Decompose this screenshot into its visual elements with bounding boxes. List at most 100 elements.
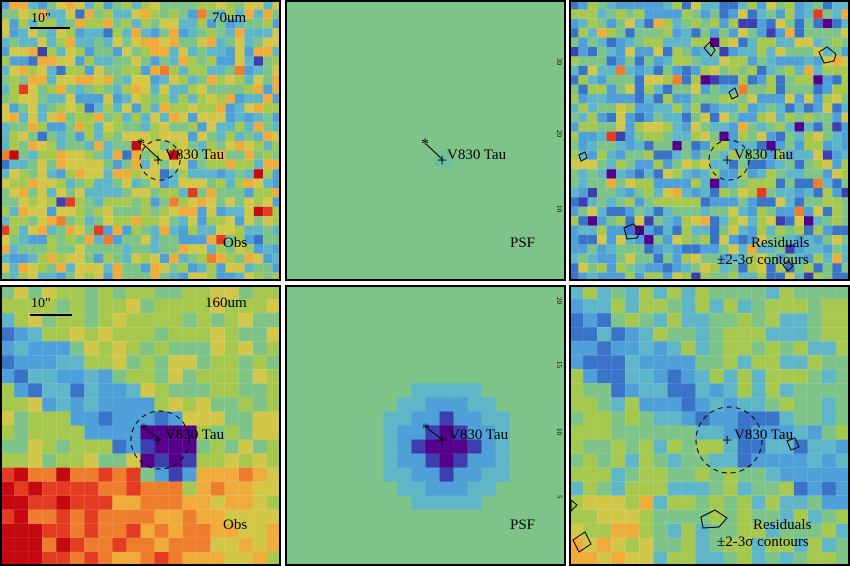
- pixel: [583, 355, 598, 370]
- pixel: [804, 197, 814, 207]
- pixel: [672, 0, 682, 10]
- pixel: [813, 37, 823, 47]
- pixel: [644, 56, 654, 66]
- pixel: [150, 188, 160, 198]
- pixel: [263, 65, 273, 76]
- pixel: [751, 327, 766, 342]
- pixel: [28, 103, 38, 113]
- pixel: [244, 37, 254, 47]
- pixel: [832, 131, 842, 141]
- pixel: [210, 411, 225, 426]
- pixel: [112, 206, 123, 217]
- pixel: [70, 369, 85, 384]
- pixel: [235, 122, 245, 132]
- pixel: [569, 178, 579, 188]
- pixel: [188, 112, 198, 123]
- pixel: [606, 0, 616, 10]
- pixel: [822, 178, 833, 188]
- pixel: [188, 150, 198, 160]
- pixel: [98, 299, 113, 314]
- pixel: [587, 263, 598, 273]
- pixel: [775, 65, 786, 76]
- pixel: [42, 355, 57, 370]
- panel-caption: Obs: [223, 235, 247, 251]
- pixel: [691, 169, 701, 179]
- pixel: [616, 122, 626, 132]
- pixel: [150, 216, 160, 226]
- pixel: [794, 206, 804, 217]
- pixel: [14, 383, 29, 398]
- pixel: [453, 397, 468, 412]
- pixel: [169, 65, 179, 76]
- pixel: [747, 197, 757, 207]
- pixel: [131, 141, 141, 151]
- pixel: [18, 263, 29, 273]
- pixel: [700, 244, 710, 254]
- pixel: [216, 141, 226, 151]
- pixel: [263, 47, 273, 57]
- pixel: [206, 94, 217, 104]
- pixel: [587, 131, 598, 141]
- pixel: [159, 188, 170, 198]
- pixel: [611, 551, 626, 566]
- pixel: [65, 225, 76, 235]
- pixel: [122, 150, 132, 160]
- pixel: [691, 18, 701, 29]
- pixel: [691, 150, 701, 160]
- pixel: [56, 453, 71, 468]
- pixel: [178, 188, 188, 198]
- pixel: [841, 0, 850, 10]
- pixel: [178, 150, 188, 160]
- pixel: [804, 131, 814, 141]
- pixel: [131, 28, 141, 38]
- pixel: [738, 150, 748, 160]
- pixel: [765, 299, 780, 314]
- pixel: [785, 197, 795, 207]
- pixel: [411, 397, 426, 412]
- pixel: [672, 75, 682, 85]
- pixel: [225, 197, 235, 207]
- pixel: [757, 197, 767, 207]
- pixel: [757, 225, 767, 235]
- pixel: [757, 169, 767, 179]
- pixel: [253, 56, 264, 66]
- pixel: [154, 453, 169, 468]
- pixel: [425, 453, 440, 468]
- pixel: [197, 56, 207, 66]
- pixel: [606, 18, 616, 29]
- pixel: [238, 551, 253, 566]
- cross-marker: +: [437, 150, 447, 170]
- pixel: [616, 253, 626, 264]
- pixel: [253, 28, 264, 38]
- pixel: [644, 141, 654, 151]
- pixel: [188, 263, 198, 273]
- pixel: [65, 159, 76, 170]
- pixel: [98, 313, 113, 328]
- pixel: [253, 9, 264, 19]
- pixel: [453, 495, 468, 510]
- pixel: [140, 313, 155, 328]
- pixel: [141, 112, 151, 123]
- pixel: [779, 285, 794, 300]
- pixel: [182, 509, 197, 524]
- pixel: [822, 56, 833, 66]
- pixel: [794, 197, 804, 207]
- pixel: [710, 18, 720, 29]
- pixel: [28, 216, 38, 226]
- pixel: [606, 150, 616, 160]
- pixel: [65, 178, 76, 188]
- pixel: [597, 197, 607, 207]
- pixel: [28, 481, 43, 496]
- pixel: [710, 94, 720, 104]
- pixel: [98, 537, 113, 552]
- pixel: [578, 56, 588, 66]
- pixel: [597, 411, 612, 426]
- pixel: [747, 188, 757, 198]
- pixel: [37, 84, 47, 94]
- pixel: [235, 94, 245, 104]
- pixel: [663, 84, 673, 94]
- pixel: [667, 551, 682, 566]
- pixel: [751, 453, 766, 468]
- pixel: [719, 37, 729, 47]
- pixel: [65, 244, 76, 254]
